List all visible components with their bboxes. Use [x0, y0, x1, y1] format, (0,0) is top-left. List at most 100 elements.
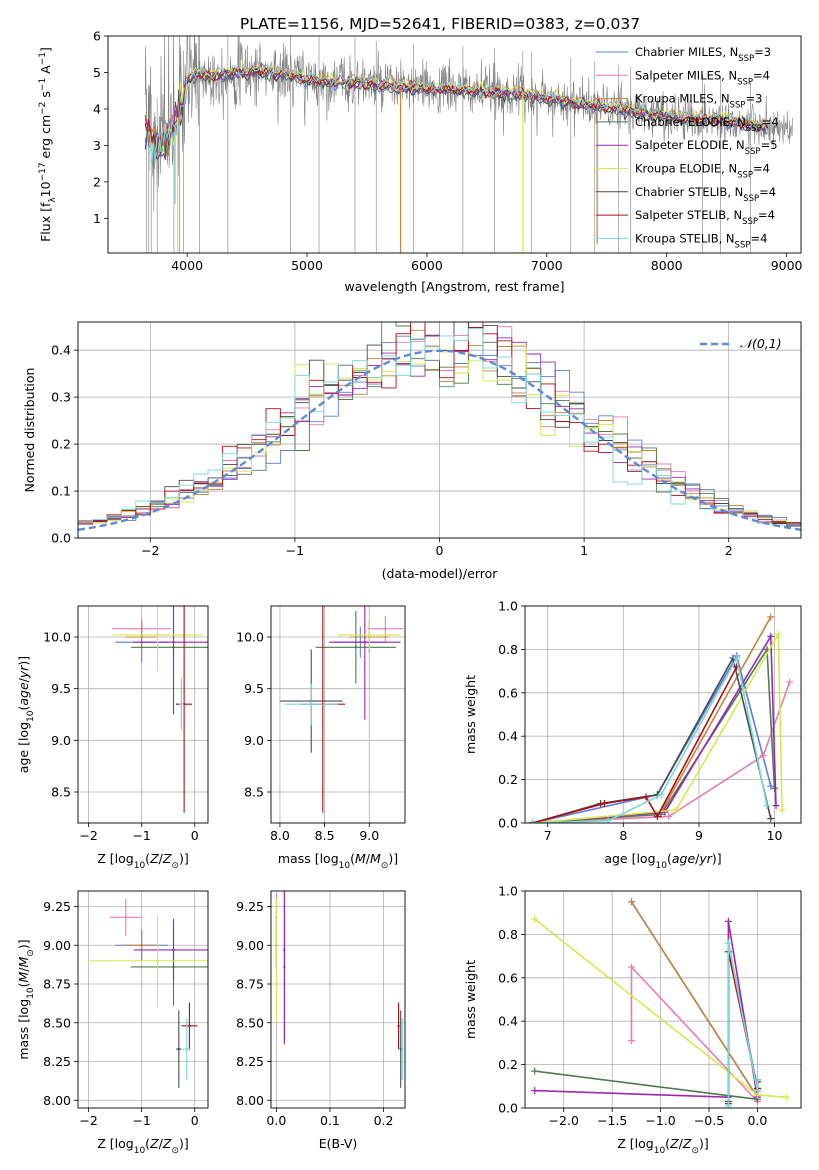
mass_vs_Z-ytick-label: 9.00: [43, 938, 71, 953]
point-salpeter_elodie: [172, 948, 175, 952]
weight-marker-salpeter_miles: [786, 678, 794, 686]
residuals-xtick-label: −1: [286, 543, 304, 558]
weight_vs_Z-ytick-label: 0.8: [498, 927, 518, 942]
weight_vs_age-plot-area: [529, 613, 794, 823]
age_vs_Z-ytick-label: 8.5: [51, 785, 71, 800]
weight_vs_age-xtick-label: 10: [767, 828, 783, 843]
age_vs_Z-plot-area: [112, 606, 208, 813]
weight_vs_Z-xtick-label: −0.5: [694, 1113, 724, 1128]
point-kroupa_miles: [140, 635, 143, 639]
weight-marker-salpeter_miles: [628, 1037, 636, 1045]
weight-marker-kroupa_stelib: [724, 939, 732, 947]
mass_vs_Z-ytick-label: 8.25: [43, 1054, 71, 1069]
point-kroupa_miles: [140, 944, 143, 947]
mass_vs_ebv-ytick-label: 9.25: [236, 899, 264, 914]
weight-line-salpeter_elodie: [534, 921, 759, 1099]
point-kroupa_elodie: [156, 633, 159, 637]
residuals-ytick-label: 0.1: [51, 484, 71, 499]
legend-label-chabrier_elodie: Chabrier ELODIE, NSSP=4: [635, 115, 779, 134]
residuals-xtick-label: 0: [436, 543, 444, 558]
residuals-ytick-label: 0.0: [51, 531, 71, 546]
weight-marker-kroupa_elodie: [774, 630, 782, 638]
residuals-panel: −2 −1 0 1 2 0.0 0.1 0.2 0.3 0.4 (data-model)/error…: [22, 321, 802, 581]
age_vs_Z-panel: −2 −1 0 8.5 9.0 9.5 10.0 Z [log10(Z/Z⊙)] age [lo…: [16, 605, 209, 871]
age_vs_Z-ytick-label: 10.0: [43, 630, 71, 645]
point-kroupa_elodie: [368, 633, 371, 637]
mass_vs_ebv-grid: [271, 891, 405, 1108]
mass_vs_Z-xtick-label: 0: [191, 1113, 199, 1128]
weight-marker-salpeter_elodie: [531, 1087, 539, 1095]
spectrum-xtick-label: 7000: [531, 258, 563, 273]
residuals-xlabel: (data-model)/error: [382, 566, 499, 581]
legend-label-kroupa_elodie: Kroupa ELODIE, NSSP=4: [635, 162, 770, 181]
weight-marker-salpeter_stelib: [642, 793, 650, 801]
spectrum-plot-area: [144, 36, 793, 253]
weight-marker-kroupa_elodie: [782, 1093, 790, 1101]
mass_vs_Z-frame: [77, 890, 209, 1109]
weight-marker-salpeter_elodie: [767, 632, 775, 640]
weight-marker-salpeter_miles: [759, 752, 767, 760]
weight-line-chabrier_miles: [532, 653, 772, 823]
point-kroupa_stelib: [185, 1047, 188, 1051]
weight-marker-kroupa_stelib: [763, 802, 771, 810]
age_vs_Z-frame: [77, 605, 209, 824]
weight-line-salpeter_miles: [532, 681, 791, 823]
mass_vs_ebv-xtick-label: 0.0: [266, 1113, 286, 1128]
spectrum-xtick-label: 5000: [291, 258, 323, 273]
mass_vs_Z-ytick-label: 8.00: [43, 1093, 71, 1108]
weight-marker-kroupa_stelib: [753, 1076, 761, 1084]
residuals-plot-area: [78, 322, 801, 538]
mass_vs_ebv-ytick-label: 8.25: [236, 1054, 264, 1069]
spectrum-legend: Chabrier MILES, NSSP=3 Salpeter MILES, NS…: [596, 45, 779, 250]
mass_vs_ebv-frame: [270, 890, 406, 1109]
point-kroupa_elodie: [275, 959, 278, 962]
mass_vs_Z-panel: −2 −1 0 8.00 8.25 8.50 8.75 9.00 9.25 Z [log10(Z/…: [16, 890, 209, 1156]
legend-label-salpeter_elodie: Salpeter ELODIE, NSSP=5: [635, 138, 778, 157]
point-kroupa_stelib: [180, 702, 183, 706]
point-salpeter_elodie: [283, 948, 286, 952]
spectrum-ylabel: Flux [fλ10−17 erg cm−2 s−1 A−1]: [38, 47, 58, 242]
weight-marker-chabrier_stelib: [767, 815, 775, 823]
weight-marker-salpeter_miles: [628, 963, 636, 971]
spectrum-ytick-label: 2: [93, 174, 101, 189]
weight_vs_age-ytick-label: 0.8: [498, 642, 518, 657]
weight-line-kroupa_miles: [532, 616, 772, 823]
weight-marker-chabrier_elodie: [771, 784, 779, 792]
weight-marker-chabrier_miles: [767, 782, 775, 790]
mass_vs_Z-xtick-label: −2: [79, 1113, 97, 1128]
age_vs_Z-grid: [78, 606, 208, 823]
residuals-ylabel: Normed distribution: [22, 368, 37, 493]
weight-marker-salpeter_stelib: [653, 812, 661, 820]
weight_vs_Z-ytick-label: 0.2: [498, 1057, 518, 1072]
mass_vs_ebv-xtick-label: 0.2: [374, 1113, 394, 1128]
point-chabrier_elodie: [354, 646, 358, 649]
weight_vs_Z-ytick-label: 0.6: [498, 970, 518, 985]
point-salpeter_stelib: [397, 1024, 400, 1028]
residuals-xtick-label: −2: [141, 543, 159, 558]
legend-label-salpeter_stelib: Salpeter STELIB, NSSP=4: [635, 208, 775, 227]
normal-reference-curve: [78, 349, 801, 531]
age_vs_mass-xlabel: mass [log10(M/M⊙)]: [278, 851, 398, 871]
age_vs_mass-ytick-label: 10.0: [236, 630, 264, 645]
spectrum-xlabel: wavelength [Angstrom, rest frame]: [344, 279, 564, 294]
weight_vs_Z-plot-area: [531, 898, 790, 1108]
weight-marker-kroupa_miles: [767, 613, 775, 621]
weight_vs_Z-ytick-label: 0.0: [498, 1101, 518, 1116]
weight_vs_age-frame: [524, 605, 802, 824]
residuals-xtick-label: 2: [725, 543, 733, 558]
point-salpeter_elodie: [172, 640, 175, 644]
weight-marker-kroupa_elodie: [672, 806, 680, 814]
weight_vs_Z-xtick-label: 0.0: [747, 1113, 767, 1128]
weight-marker-kroupa_miles: [628, 898, 636, 906]
point-salpeter_miles: [124, 916, 127, 919]
age_vs_Z-xtick-label: −2: [79, 828, 97, 843]
spectrum-frame: [107, 35, 802, 254]
point-chabrier_stelib: [177, 1047, 181, 1051]
spectrum-ytick-label: 4: [93, 101, 101, 116]
spectrum-model-salpeter_elodie: [144, 62, 768, 161]
residual-histogram-salpeter_stelib: [78, 322, 801, 538]
mass_vs_ebv-xlabel: E(B-V): [319, 1136, 358, 1151]
spectrum-xtick-label: 4000: [171, 258, 203, 273]
mass_vs_Z-ytick-label: 9.25: [43, 899, 71, 914]
